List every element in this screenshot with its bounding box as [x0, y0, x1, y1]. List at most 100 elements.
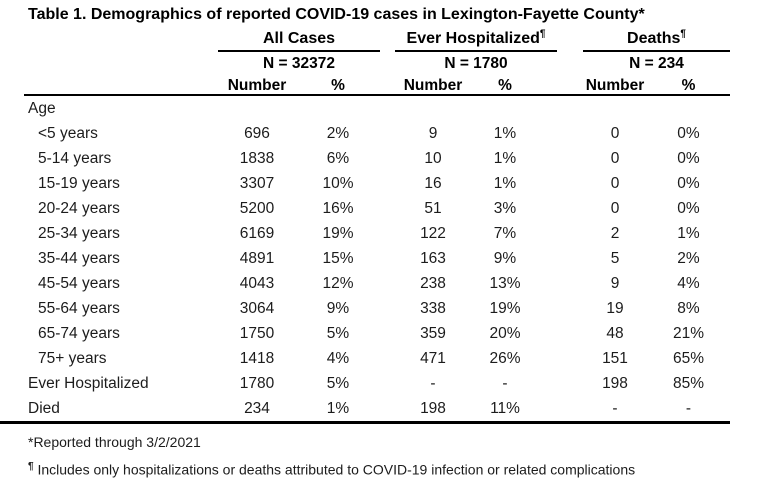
group-header-all-cases: All Cases	[218, 28, 380, 52]
section-row-age: Age	[0, 96, 730, 121]
row-label: 25-34 years	[38, 225, 120, 242]
n-deaths: N = 234	[629, 55, 684, 72]
cell: 234	[244, 400, 270, 417]
cell: 0	[610, 200, 620, 217]
cell: 20%	[489, 325, 521, 342]
cell: 3%	[493, 200, 517, 217]
table-row: Died 234 1% 198 11% - -	[0, 396, 730, 421]
cell: 3064	[239, 300, 275, 317]
row-label: 20-24 years	[38, 200, 120, 217]
cell: 10%	[322, 175, 354, 192]
cell: 6%	[326, 150, 350, 167]
cell: -	[430, 375, 436, 392]
table-row: 20-24 years 5200 16% 51 3% 0 0%	[0, 196, 730, 221]
cell: 0	[610, 150, 620, 167]
cell: 15%	[322, 250, 354, 267]
row-label: 35-44 years	[38, 250, 120, 267]
cell: 1418	[239, 350, 275, 367]
superscript-marker: ¶	[539, 28, 546, 40]
superscript-marker: ¶	[680, 28, 686, 40]
n-all-cases: N = 32372	[263, 55, 335, 72]
cell: 2%	[677, 250, 700, 267]
pilcrow-marker: ¶	[28, 461, 34, 472]
cell: 48	[606, 325, 624, 342]
cell: 4%	[326, 350, 350, 367]
cell: 51	[424, 200, 442, 217]
cell: 1%	[677, 225, 700, 242]
cell: 9	[428, 125, 438, 142]
cell: 5%	[326, 375, 350, 392]
cell: 4043	[239, 275, 275, 292]
cell: 8%	[677, 300, 700, 317]
section-label: Age	[28, 100, 56, 117]
cell: 11%	[490, 400, 520, 417]
header-divider-rule	[24, 94, 730, 96]
row-label: 75+ years	[38, 350, 107, 367]
cell: 7%	[493, 225, 517, 242]
table-row: 25-34 years 6169 19% 122 7% 2 1%	[0, 221, 730, 246]
n-row: N = 32372 N = 1780 N = 234	[0, 50, 730, 77]
cell: 198	[602, 375, 628, 392]
cell: 19	[606, 300, 624, 317]
cell: 151	[602, 350, 628, 367]
cell: 26%	[489, 350, 521, 367]
column-header-row: Number % Number % Number %	[0, 77, 730, 94]
table-row: Ever Hospitalized 1780 5% - - 198 85%	[0, 371, 730, 396]
table-body: Age <5 years 696 2% 9 1% 0 0% 5-14 years 1838…	[0, 96, 730, 421]
row-label: 65-74 years	[38, 325, 120, 342]
table-row: 75+ years 1418 4% 471 26% 151 65%	[0, 346, 730, 371]
table-row: 15-19 years 3307 10% 16 1% 0 0%	[0, 171, 730, 196]
table-title: Table 1. Demographics of reported COVID-…	[28, 6, 645, 23]
group-header-ever-hospitalized: Ever Hospitalized¶	[395, 28, 557, 52]
row-label: 15-19 years	[38, 175, 120, 192]
col-header-percent: %	[681, 77, 696, 94]
cell: 85%	[672, 375, 705, 392]
cell: 122	[420, 225, 446, 242]
col-header-percent: %	[331, 77, 345, 94]
demographics-table: All Cases Ever Hospitalized¶ Deaths¶ N =…	[0, 28, 730, 424]
table-row: 35-44 years 4891 15% 163 9% 5 2%	[0, 246, 730, 271]
n-ever-hospitalized: N = 1780	[444, 55, 508, 72]
cell: 4%	[677, 275, 700, 292]
cell: 5	[610, 250, 620, 267]
table-row: 55-64 years 3064 9% 338 19% 19 8%	[0, 296, 730, 321]
cell: 0	[610, 125, 620, 142]
col-header-number: Number	[403, 77, 463, 94]
cell: 0%	[677, 150, 700, 167]
cell: 9%	[493, 250, 517, 267]
cell: 2%	[326, 125, 350, 142]
cell: 471	[420, 350, 446, 367]
row-label: Ever Hospitalized	[28, 375, 149, 392]
cell: 198	[420, 400, 446, 417]
cell: 1838	[239, 150, 275, 167]
table-row: <5 years 696 2% 9 1% 0 0%	[0, 121, 730, 146]
cell: 19%	[489, 300, 521, 317]
cell: 1780	[239, 375, 275, 392]
col-header-number: Number	[227, 77, 287, 94]
row-label: 55-64 years	[38, 300, 120, 317]
cell: 1%	[493, 125, 517, 142]
cell: 0%	[677, 125, 700, 142]
cell: 9	[610, 275, 620, 292]
table-row: 5-14 years 1838 6% 10 1% 0 0%	[0, 146, 730, 171]
cell: 1%	[326, 400, 350, 417]
row-label: <5 years	[38, 125, 98, 142]
cell: 163	[420, 250, 446, 267]
cell: 238	[420, 275, 446, 292]
cell: 21%	[672, 325, 705, 342]
cell: 5%	[326, 325, 350, 342]
table-row: 65-74 years 1750 5% 359 20% 48 21%	[0, 321, 730, 346]
cell: 1%	[493, 150, 517, 167]
cell: 338	[420, 300, 446, 317]
cell: 3307	[239, 175, 275, 192]
cell: 19%	[322, 225, 354, 242]
cell: 1%	[493, 175, 517, 192]
row-label: Died	[28, 400, 60, 417]
cell: 359	[420, 325, 446, 342]
cell: 4891	[239, 250, 275, 267]
cell: -	[612, 400, 618, 417]
cell: 0%	[677, 200, 700, 217]
cell: 65%	[672, 350, 705, 367]
footnote-includes-only: ¶ Includes only hospitalizations or deat…	[28, 461, 636, 478]
